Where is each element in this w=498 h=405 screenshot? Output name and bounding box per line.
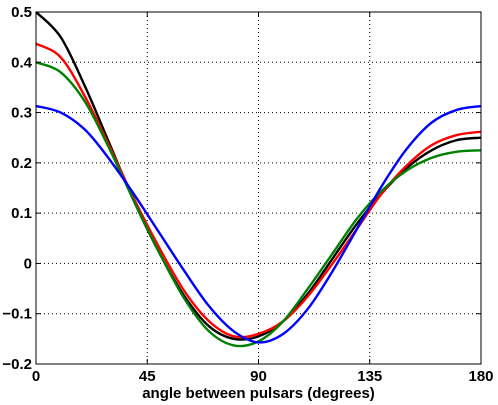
series-line-4 <box>35 104 482 344</box>
series-line-1 <box>35 11 482 341</box>
y-tick-label: −0.2 <box>2 356 32 373</box>
x-tick-label: 90 <box>250 368 267 385</box>
y-tick-label: 0.2 <box>11 155 32 172</box>
x-tick-labels: 0 45 90 135 180 <box>32 368 494 385</box>
series-line-2 <box>35 42 482 339</box>
x-tick-label: 0 <box>32 368 40 385</box>
x-tick-label: 45 <box>139 368 156 385</box>
x-axis-label: angle between pulsars (degrees) <box>142 385 375 402</box>
y-tick-label: −0.1 <box>2 306 32 323</box>
y-tick-label: 0.4 <box>11 54 33 71</box>
y-tick-label: 0 <box>24 255 32 272</box>
grid <box>36 12 481 364</box>
y-tick-label: 0.1 <box>11 205 32 222</box>
x-tick-label: 135 <box>357 368 382 385</box>
y-tick-labels: 0.5 0.4 0.3 0.2 0.1 0 −0.1 −0.2 <box>2 4 32 373</box>
x-tick-label: 180 <box>468 368 493 385</box>
series-group <box>35 11 482 348</box>
y-tick-label: 0.5 <box>11 4 32 21</box>
ticks <box>35 11 482 365</box>
y-tick-label: 0.3 <box>11 105 32 122</box>
